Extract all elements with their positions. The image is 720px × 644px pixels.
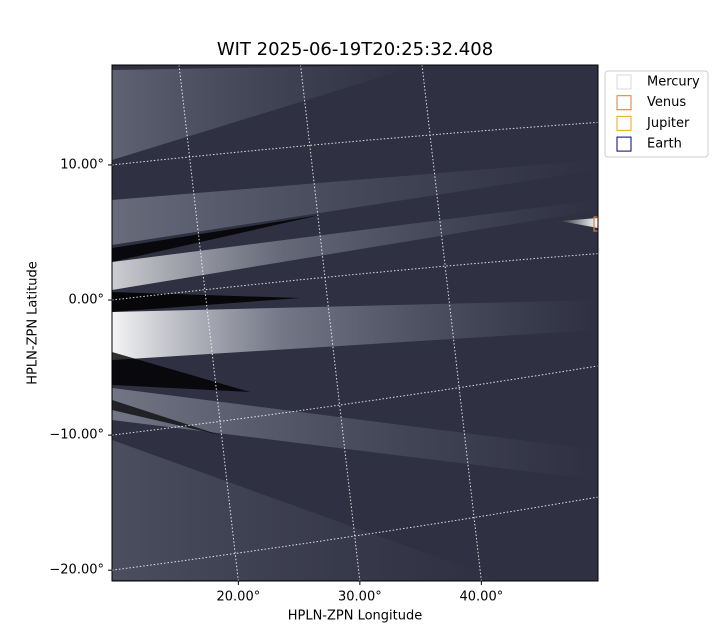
grid-line: [112, 365, 598, 436]
x-tick-label: 20.00°: [217, 590, 261, 605]
legend-label: Earth: [647, 137, 682, 152]
y-axis-label: HPLN-ZPN Latitude: [26, 261, 41, 384]
grid-line: [421, 65, 482, 581]
y-tick-label: −20.00°: [49, 563, 104, 578]
legend-label: Jupiter: [646, 116, 690, 131]
grid-line: [178, 65, 239, 581]
legend-marker: [616, 74, 632, 90]
grid-line: [112, 121, 598, 166]
y-tick-label: 0.00°: [69, 293, 104, 308]
x-axis-label: HPLN-ZPN Longitude: [288, 609, 423, 624]
grid: [112, 65, 598, 581]
y-tick-label: 10.00°: [60, 157, 104, 172]
x-tick-label: 30.00°: [338, 590, 382, 605]
legend-marker: [616, 95, 632, 111]
legend-entries: Mercury Venus Jupiter Earth: [616, 74, 700, 152]
legend-label: Mercury: [647, 75, 700, 90]
legend-marker: [616, 136, 632, 152]
grid-line: [300, 65, 361, 581]
image: [112, 65, 598, 581]
chart-title: WIT 2025-06-19T20:25:32.408: [217, 39, 493, 60]
legend: [604, 70, 709, 158]
legend-marker: [616, 115, 632, 131]
y-tick-label: −10.00°: [49, 428, 104, 443]
x-tick-label: 40.00°: [460, 590, 504, 605]
legend-label: Venus: [647, 95, 686, 110]
grid-line: [112, 496, 598, 571]
axes-frame: [111, 64, 599, 582]
grid-line: [112, 253, 598, 301]
